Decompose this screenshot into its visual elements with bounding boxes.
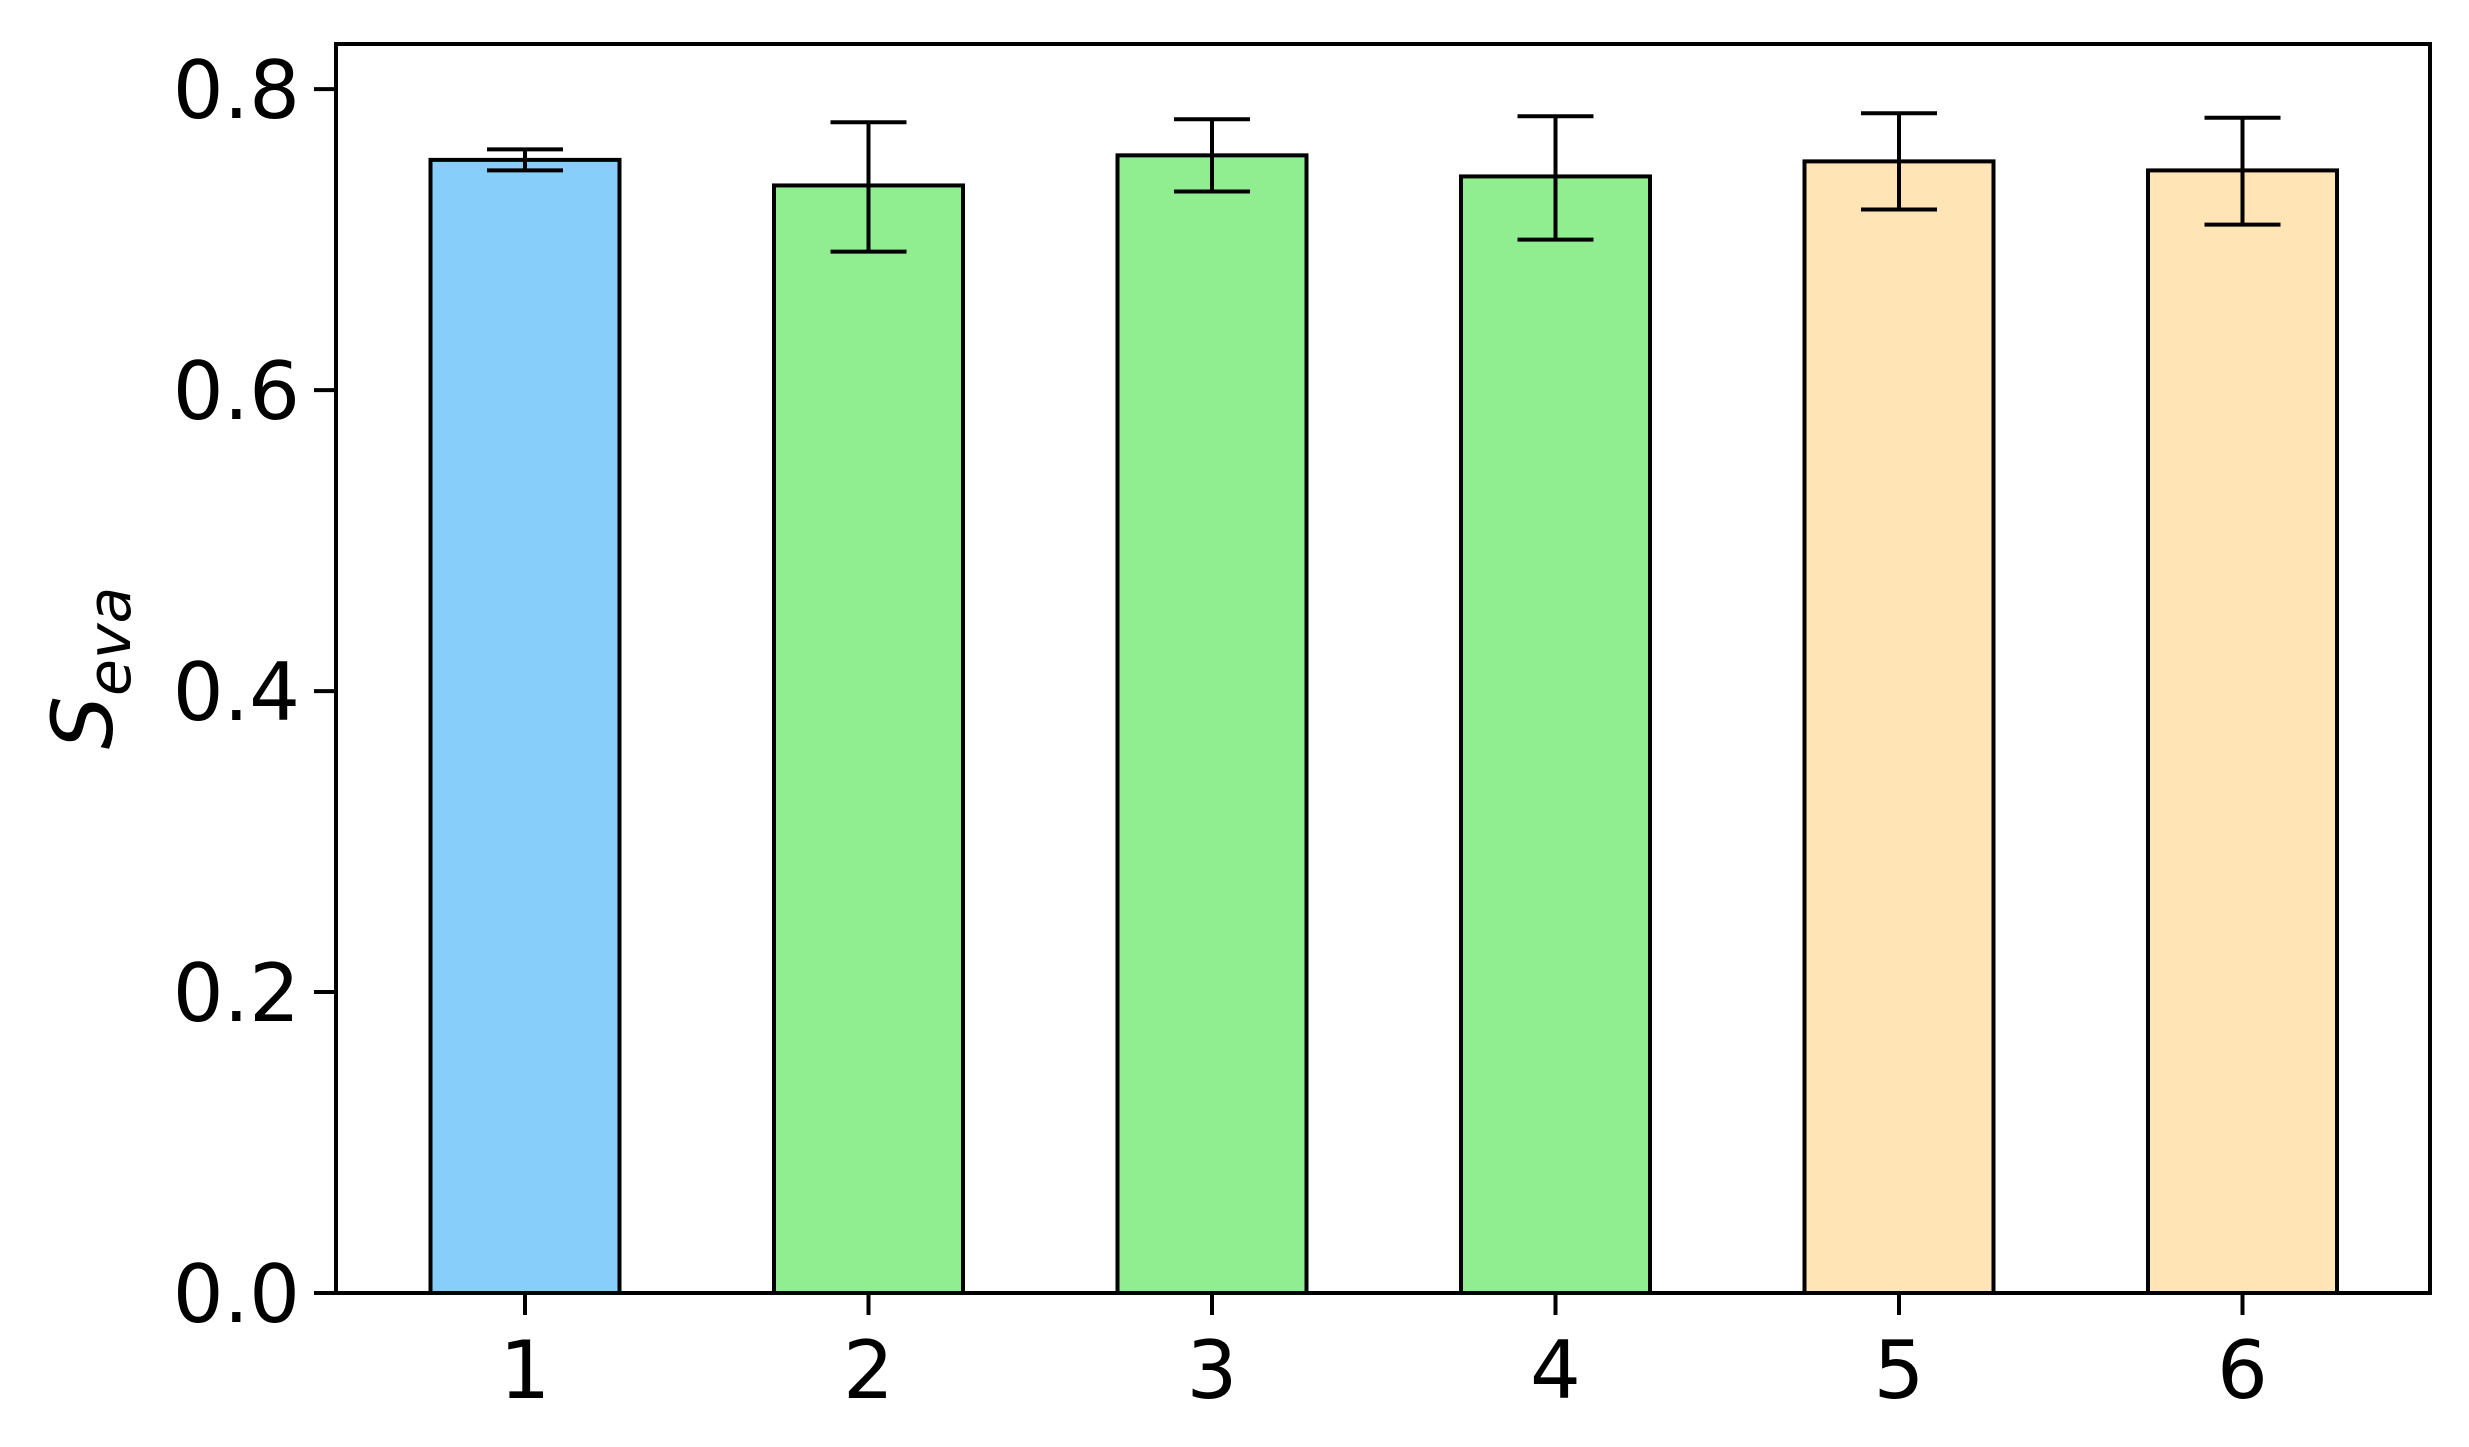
y-tick-label-0.0: 0.0	[173, 1248, 300, 1341]
bar-6	[2146, 168, 2339, 1296]
errorbars-layer	[487, 111, 2281, 254]
error-bar-4	[1517, 114, 1594, 242]
plot-frame	[334, 42, 2432, 1295]
y-axis-label: Seva	[34, 587, 145, 750]
y-tick-label-0.4: 0.4	[173, 646, 300, 739]
bars-layer	[428, 153, 2339, 1296]
error-bar-1	[487, 147, 563, 173]
error-bar-6	[2204, 115, 2281, 227]
y-axis-label-main: S	[34, 696, 132, 749]
y-tick-label-0.2: 0.2	[173, 947, 300, 1040]
y-axis-ticks: 0.0 0.2 0.4 0.6 0.8	[173, 44, 336, 1341]
y-axis-label-subscript: eva	[75, 587, 145, 696]
x-tick-label-3: 3	[1187, 1324, 1238, 1417]
x-tick-label-1: 1	[500, 1324, 551, 1417]
x-tick-label-5: 5	[1874, 1324, 1925, 1417]
x-tick-label-4: 4	[1530, 1324, 1581, 1417]
bar-1	[428, 157, 622, 1295]
x-tick-label-2: 2	[843, 1324, 894, 1417]
error-bar-3	[1174, 117, 1250, 194]
y-tick-label-0.8: 0.8	[173, 44, 300, 137]
bar-4	[1459, 174, 1652, 1296]
error-bar-5	[1861, 111, 1937, 212]
x-axis-ticks: 1 2 3 4 5 6	[500, 1293, 2268, 1417]
bar-5	[1802, 159, 1996, 1296]
bar-3	[1115, 153, 1309, 1296]
bar-2	[772, 183, 965, 1296]
y-tick-label-0.6: 0.6	[173, 345, 300, 438]
x-tick-label-6: 6	[2217, 1324, 2268, 1417]
error-bar-2	[830, 120, 907, 254]
